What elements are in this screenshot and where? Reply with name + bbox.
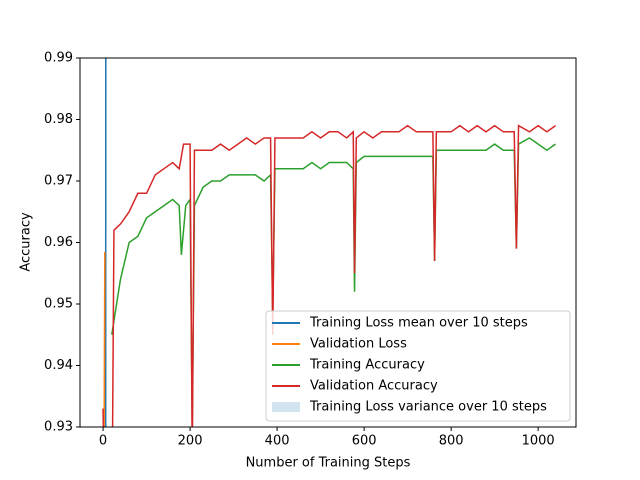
y-tick-label: 0.98	[44, 112, 73, 127]
legend-box	[265, 310, 571, 422]
series-line	[111, 137, 556, 427]
y-tick-label: 0.95	[44, 297, 73, 312]
x-tick-label: 0	[99, 434, 107, 449]
x-tick-label: 600	[352, 434, 377, 449]
y-tick-label: 0.97	[44, 174, 73, 189]
y-tick-label: 0.99	[44, 51, 73, 66]
legend-swatch	[272, 402, 300, 412]
series-line	[103, 251, 106, 427]
x-tick-label: 200	[178, 434, 203, 449]
plot-area	[102, 58, 556, 427]
x-tick-label: 800	[439, 434, 464, 449]
x-axis-label: Number of Training Steps	[246, 456, 411, 471]
legend-label: Training Loss variance over 10 steps	[309, 400, 547, 415]
x-tick-label: 400	[265, 434, 290, 449]
legend-label: Validation Accuracy	[310, 379, 438, 394]
y-tick-label: 0.94	[44, 358, 73, 373]
y-axis-label: Accuracy	[19, 212, 34, 272]
legend-label: Training Accuracy	[309, 358, 425, 373]
legend-label: Validation Loss	[310, 337, 407, 352]
legend-label: Training Loss mean over 10 steps	[309, 316, 528, 331]
y-tick-label: 0.96	[44, 235, 73, 250]
y-tick-label: 0.93	[44, 420, 73, 435]
series-line	[102, 124, 556, 427]
x-tick-label: 1000	[522, 434, 555, 449]
